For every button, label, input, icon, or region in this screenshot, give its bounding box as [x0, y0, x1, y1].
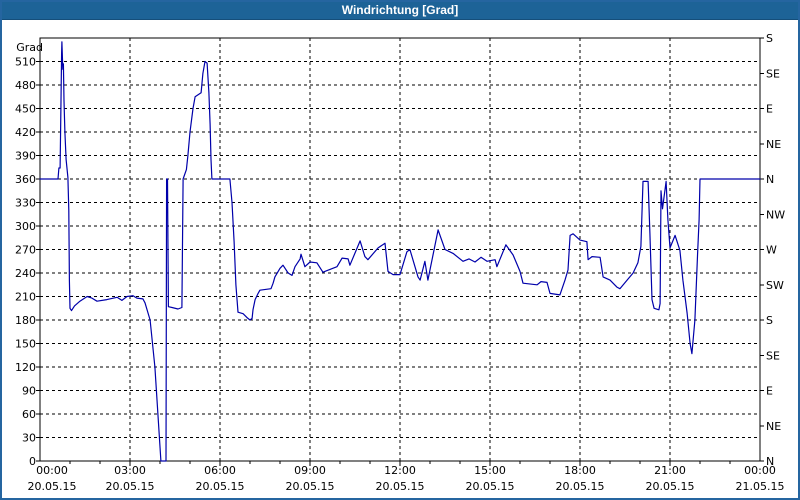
y-right-tick-label: E — [766, 385, 773, 398]
x-tick-time-label: 12:00 — [384, 464, 416, 477]
y-left-tick-label: 480 — [15, 79, 36, 92]
series-line-windrichtung — [39, 41, 761, 462]
y-right-tick-label: S — [766, 314, 773, 327]
y-left-tick-label: 390 — [15, 150, 36, 163]
x-tick-date-label: 20.05.15 — [196, 480, 245, 493]
x-tick-date-label: 20.05.15 — [646, 480, 695, 493]
x-tick-time-label: 15:00 — [474, 464, 506, 477]
title-bar: Windrichtung [Grad] — [0, 0, 800, 20]
y-left-tick-label: 210 — [15, 291, 36, 304]
x-tick-date-label: 20.05.15 — [106, 480, 155, 493]
y-left-tick-label: 420 — [15, 126, 36, 139]
x-tick-date-label: 20.05.15 — [286, 480, 335, 493]
y-right-tick-label: N — [766, 173, 774, 186]
x-tick-time-label: 18:00 — [564, 464, 596, 477]
y-right-tick-label: E — [766, 103, 773, 116]
y-left-tick-label: 270 — [15, 244, 36, 257]
y-right-tick-label: NW — [766, 208, 785, 221]
x-tick-date-label: 20.05.15 — [556, 480, 605, 493]
x-tick-time-label: 21:00 — [654, 464, 686, 477]
x-tick-date-label: 20.05.15 — [466, 480, 515, 493]
x-tick-date-label: 20.05.15 — [376, 480, 425, 493]
x-tick-date-label: 21.05.15 — [736, 480, 785, 493]
y-left-tick-label: 300 — [15, 220, 36, 233]
y-left-tick-label: 60 — [22, 408, 36, 421]
x-tick-date-label: 20.05.15 — [28, 480, 77, 493]
y-right-tick-label: SW — [766, 279, 784, 292]
y-left-tick-label: 330 — [15, 197, 36, 210]
y-right-tick-label: SE — [766, 349, 780, 362]
y-right-tick-label: NE — [766, 138, 781, 151]
y-left-tick-label: 150 — [15, 338, 36, 351]
y-right-tick-label: N — [766, 455, 774, 468]
y-left-tick-label: 450 — [15, 103, 36, 116]
y-left-tick-label: 0 — [29, 455, 36, 468]
x-tick-time-label: 03:00 — [114, 464, 146, 477]
y-right-tick-label: W — [766, 244, 777, 257]
y-left-tick-label: 180 — [15, 314, 36, 327]
y-left-tick-label: 90 — [22, 385, 36, 398]
y-left-tick-label: 240 — [15, 267, 36, 280]
y-left-tick-label: 120 — [15, 361, 36, 374]
y-right-tick-label: NE — [766, 420, 781, 433]
y-right-tick-label: SE — [766, 67, 780, 80]
x-tick-time-label: 00:00 — [36, 464, 68, 477]
y-left-tick-label: 510 — [15, 56, 36, 69]
y-right-tick-label: S — [766, 32, 773, 45]
window-title: Windrichtung [Grad] — [341, 2, 459, 17]
y-left-tick-label: 360 — [15, 173, 36, 186]
x-tick-time-label: 00:00 — [744, 464, 776, 477]
x-tick-time-label: 06:00 — [204, 464, 236, 477]
x-tick-time-label: 09:00 — [294, 464, 326, 477]
y-left-axis-title: Grad — [16, 41, 43, 54]
y-left-tick-label: 30 — [22, 432, 36, 445]
